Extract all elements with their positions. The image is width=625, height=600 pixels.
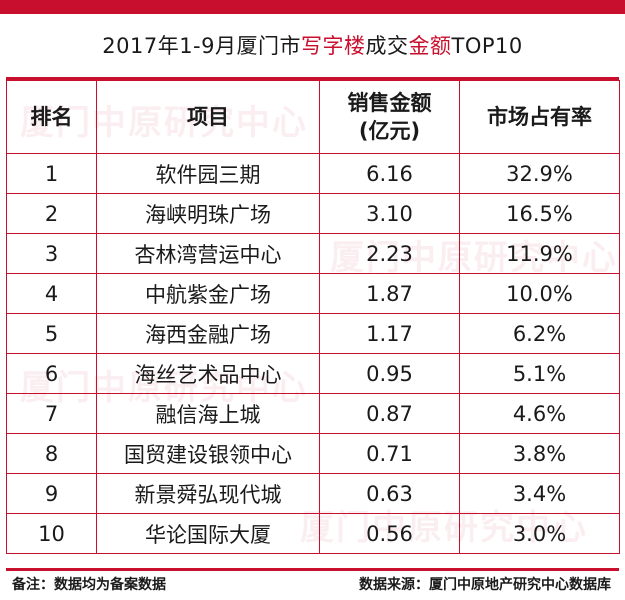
cell-sales: 0.87: [319, 393, 460, 434]
title-highlight-amount: 金额: [408, 34, 452, 58]
cell-sales: 1.17: [319, 313, 460, 354]
cell-rank: 10: [6, 513, 97, 554]
table-row: 2 海峡明珠广场 3.10 16.5%: [6, 193, 620, 234]
cell-share: 4.6%: [459, 393, 620, 434]
cell-project: 华论国际大厦: [96, 513, 320, 554]
cell-sales: 3.10: [319, 193, 460, 234]
cell-rank: 4: [6, 273, 97, 314]
table-header-row: 排名 项目 销售金额 (亿元) 市场占有率: [6, 80, 620, 154]
title-suffix: TOP10: [451, 34, 523, 58]
cell-sales: 2.23: [319, 233, 460, 274]
table-body: 1 软件园三期 6.16 32.9% 2 海峡明珠广场 3.10 16.5% 3 杏林湾营运中心 2…: [6, 153, 620, 554]
top-accent-bar: [0, 0, 625, 14]
cell-rank: 3: [6, 233, 97, 274]
header-rank: 排名: [6, 80, 97, 154]
cell-project: 海峡明珠广场: [96, 193, 320, 234]
cell-project: 海西金融广场: [96, 313, 320, 354]
cell-share: 11.9%: [459, 233, 620, 274]
cell-rank: 2: [6, 193, 97, 234]
cell-project: 软件园三期: [96, 153, 320, 194]
cell-rank: 1: [6, 153, 97, 194]
cell-project: 新景舜弘现代城: [96, 473, 320, 514]
cell-sales: 0.63: [319, 473, 460, 514]
table-row: 3 杏林湾营运中心 2.23 11.9%: [6, 233, 620, 274]
table-row: 6 海丝艺术品中心 0.95 5.1%: [6, 353, 620, 394]
header-sales-line1: 销售金额: [347, 91, 432, 115]
table-row: 9 新景舜弘现代城 0.63 3.4%: [6, 473, 620, 514]
cell-sales: 0.71: [319, 433, 460, 474]
cell-share: 3.4%: [459, 473, 620, 514]
title-divider: [6, 77, 619, 80]
cell-share: 6.2%: [459, 313, 620, 354]
footnote-note: 备注：数据均为备案数据: [12, 577, 166, 593]
title-prefix: 2017年1-9月厦门市: [102, 34, 301, 58]
header-project: 项目: [96, 80, 320, 154]
cell-project: 国贸建设银领中心: [96, 433, 320, 474]
table-row: 7 融信海上城 0.87 4.6%: [6, 393, 620, 434]
cell-project: 中航紫金广场: [96, 273, 320, 314]
page-title: 2017年1-9月厦门市写字楼成交金额TOP10: [0, 30, 625, 60]
cell-project: 融信海上城: [96, 393, 320, 434]
cell-project: 杏林湾营运中心: [96, 233, 320, 274]
title-middle: 成交: [365, 34, 409, 58]
table-row: 10 华论国际大厦 0.56 3.0%: [6, 513, 620, 554]
ranking-table: 排名 项目 销售金额 (亿元) 市场占有率 1 软件园三期 6.16 32.9% 2 海峡…: [6, 80, 620, 554]
header-sales: 销售金额 (亿元): [319, 80, 460, 154]
cell-sales: 1.87: [319, 273, 460, 314]
cell-share: 16.5%: [459, 193, 620, 234]
cell-rank: 8: [6, 433, 97, 474]
table-row: 8 国贸建设银领中心 0.71 3.8%: [6, 433, 620, 474]
footnote-source: 数据来源：厦门中原地产研究中心数据库: [359, 577, 611, 593]
cell-share: 32.9%: [459, 153, 620, 194]
title-highlight-office: 写字楼: [301, 34, 366, 58]
cell-project: 海丝艺术品中心: [96, 353, 320, 394]
cell-sales: 0.95: [319, 353, 460, 394]
footer-divider: [6, 568, 619, 571]
cell-rank: 7: [6, 393, 97, 434]
header-sales-line2: (亿元): [358, 119, 421, 143]
cell-sales: 0.56: [319, 513, 460, 554]
cell-share: 3.0%: [459, 513, 620, 554]
cell-sales: 6.16: [319, 153, 460, 194]
cell-share: 3.8%: [459, 433, 620, 474]
table-row: 5 海西金融广场 1.17 6.2%: [6, 313, 620, 354]
cell-rank: 6: [6, 353, 97, 394]
table-row: 4 中航紫金广场 1.87 10.0%: [6, 273, 620, 314]
header-share: 市场占有率: [459, 80, 620, 154]
cell-share: 10.0%: [459, 273, 620, 314]
cell-share: 5.1%: [459, 353, 620, 394]
cell-rank: 5: [6, 313, 97, 354]
cell-rank: 9: [6, 473, 97, 514]
table-row: 1 软件园三期 6.16 32.9%: [6, 153, 620, 194]
